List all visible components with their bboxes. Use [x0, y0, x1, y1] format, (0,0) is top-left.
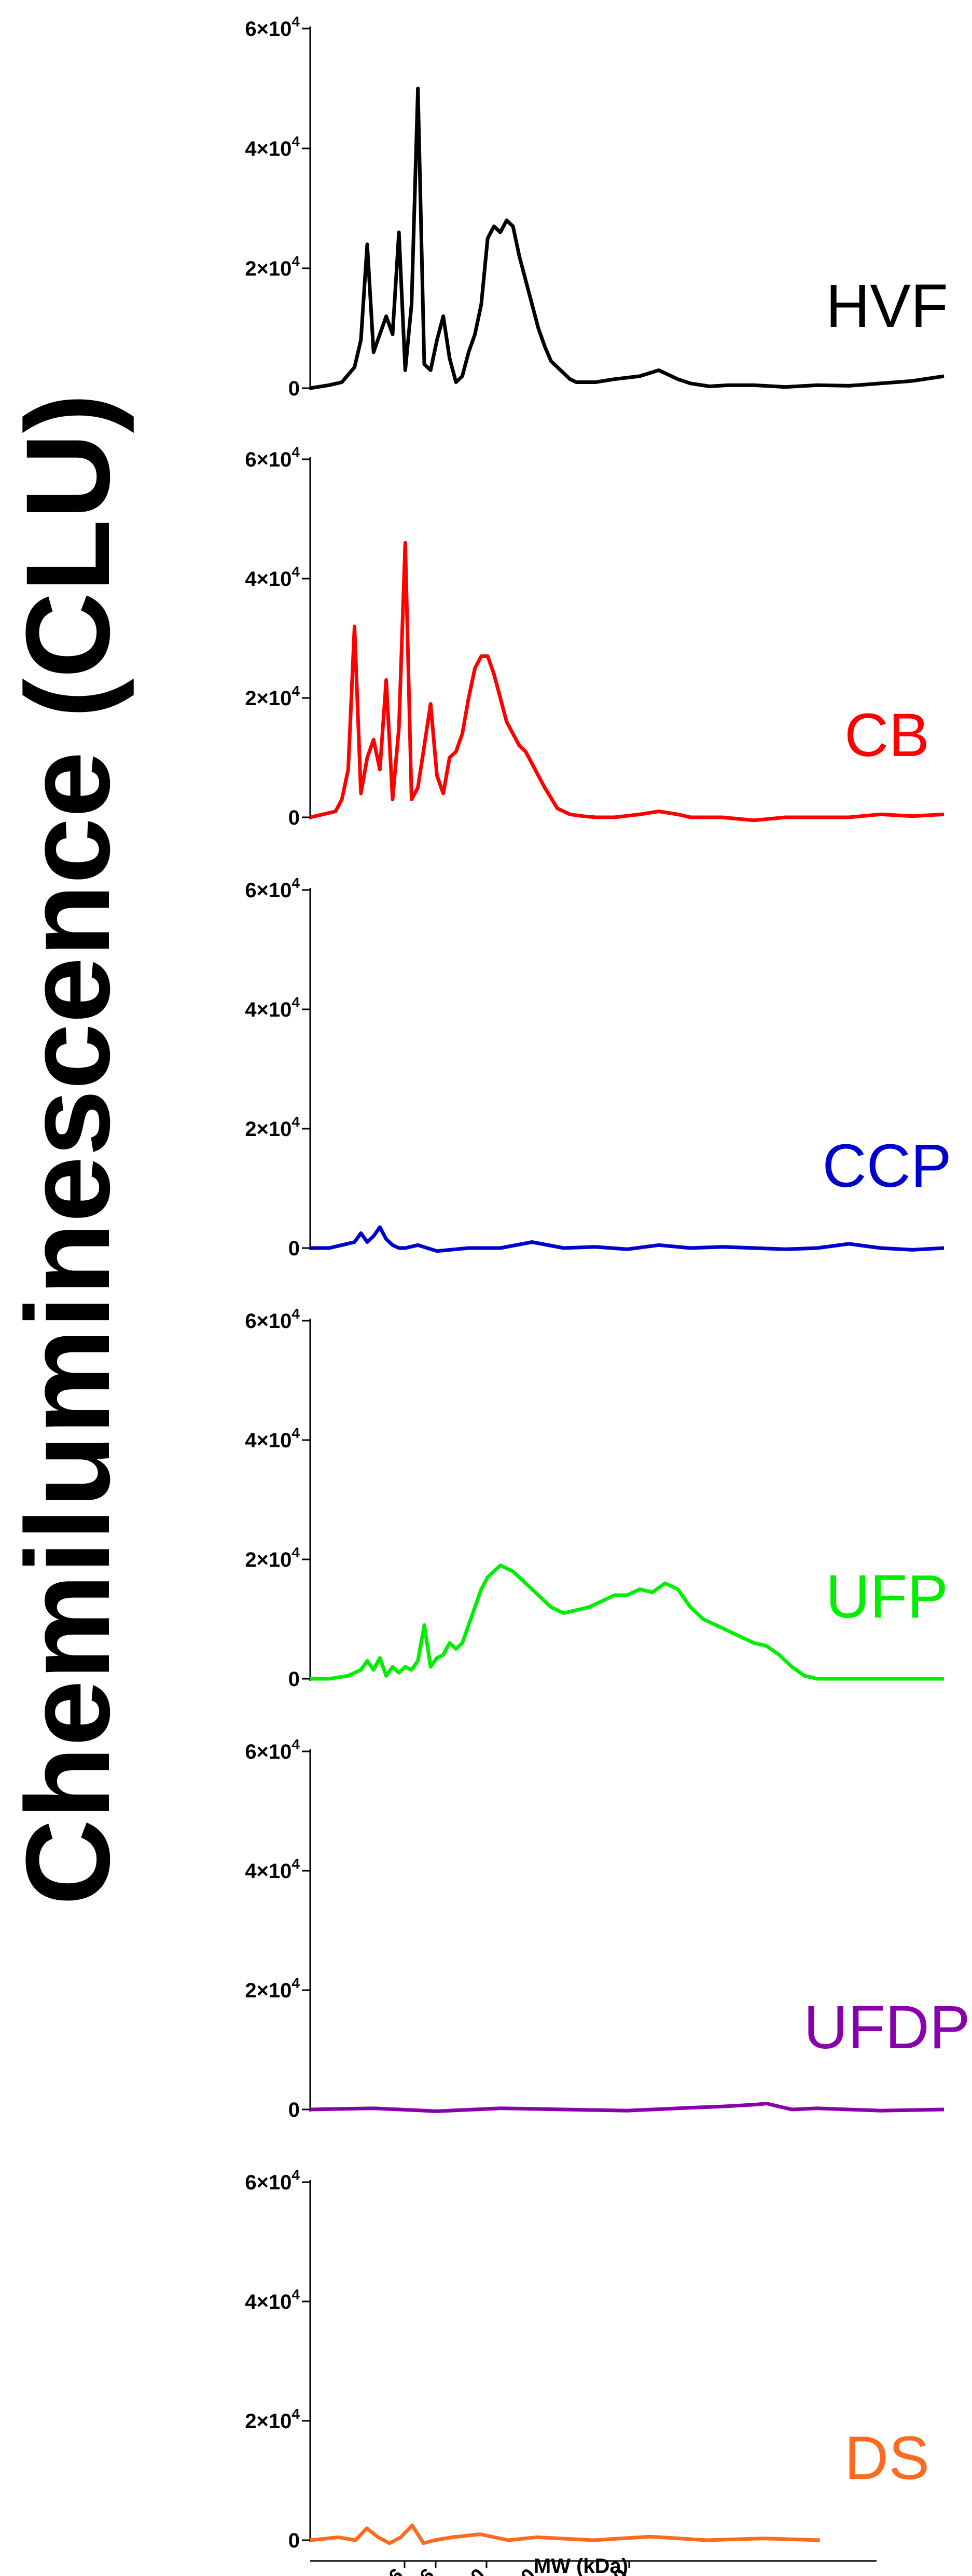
y-tick-label: 0 [288, 1668, 300, 1691]
y-tick-label: 4×104 [245, 994, 300, 1021]
series-line-hvf [310, 87, 945, 390]
panel-cb: 0 2×104 4×104 6×104 CB [245, 444, 945, 829]
y-tick-label: 4×104 [245, 564, 300, 591]
series-line-ds [310, 2523, 820, 2545]
series-line-ufdp [310, 2102, 945, 2113]
series-label-cb: CB [844, 701, 929, 770]
series-line-ufp [310, 1564, 944, 1681]
y-tick-label: 6×104 [245, 13, 300, 40]
x-tick-label: 66 [377, 2565, 408, 2576]
panel-hvf: 0 2×104 4×104 6×104 HVF [245, 13, 948, 400]
x-axis: 66116200280440MW (kDa) [310, 2555, 877, 2576]
series-label-ufp: UFP [826, 1563, 948, 1631]
series-label-ccp: CCP [822, 1132, 951, 1200]
y-tick-label: 0 [288, 2529, 300, 2552]
series-label-ds: DS [844, 2424, 929, 2492]
panel-ufdp: 0 2×104 4×104 6×104 UFDP [245, 1736, 970, 2121]
y-tick-label: 2×104 [245, 1544, 300, 1571]
y-tick-label: 4×104 [245, 133, 300, 160]
y-tick-label: 0 [288, 2099, 300, 2121]
y-tick-label: 0 [288, 377, 300, 400]
y-tick-label: 6×104 [245, 875, 300, 902]
y-axis-label: Chemiluminescence (CLU) [1, 393, 134, 1906]
y-tick-label: 4×104 [245, 2286, 300, 2313]
y-tick-label: 2×104 [245, 253, 300, 280]
x-axis-label: MW (kDa) [534, 2555, 628, 2576]
y-tick-label: 0 [288, 1237, 300, 1260]
y-tick-label: 4×104 [245, 1856, 300, 1883]
series-label-ufdp: UFDP [803, 1993, 970, 2062]
y-tick-label: 6×104 [245, 444, 300, 471]
y-tick-label: 2×104 [245, 1114, 300, 1141]
y-tick-label: 2×104 [245, 683, 300, 710]
panel-ufp: 0 2×104 4×104 6×104 UFP [245, 1306, 948, 1691]
y-tick-label: 0 [288, 806, 300, 829]
y-tick-label: 2×104 [245, 2406, 300, 2433]
y-tick-label: 2×104 [245, 1975, 300, 2002]
panel-ds: 0 2×104 4×104 6×104 DS [245, 2167, 929, 2552]
y-tick-label: 6×104 [245, 1306, 300, 1333]
series-line-ccp [310, 1225, 945, 1253]
y-tick-label: 4×104 [245, 1425, 300, 1452]
panel-ccp: 0 2×104 4×104 6×104 CCP [245, 875, 951, 1260]
chart-panels: 0 2×104 4×104 6×104 HVF 0 2×104 4×104 6×104 CB 0 2×… [245, 13, 970, 2552]
y-tick-label: 6×104 [245, 2167, 300, 2194]
series-label-hvf: HVF [826, 272, 948, 340]
x-tick-label: 200 [451, 2565, 490, 2576]
x-tick-label: 116 [401, 2565, 439, 2576]
y-tick-label: 6×104 [245, 1736, 300, 1763]
series-line-cb [310, 541, 945, 823]
